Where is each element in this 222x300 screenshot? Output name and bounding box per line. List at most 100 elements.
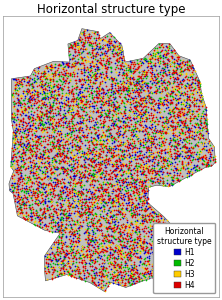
Point [166,248,170,253]
Point [155,106,158,111]
Point [189,165,192,170]
Point [134,103,138,107]
Point [102,236,105,240]
Point [36,155,40,160]
Point [187,153,191,158]
Point [113,263,116,268]
Point [65,68,68,72]
Point [67,88,70,93]
Point [80,125,84,130]
Point [82,88,86,93]
Point [89,164,93,169]
Point [62,72,66,77]
Point [167,171,170,176]
Point [183,106,186,111]
Point [101,271,104,276]
Point [143,98,147,103]
Point [82,133,86,138]
Point [115,274,119,279]
Point [109,150,113,154]
Point [133,145,137,149]
Point [120,192,123,197]
Point [93,99,97,104]
Point [141,75,145,80]
Point [19,94,22,98]
Point [131,75,134,80]
Point [61,248,65,252]
Point [144,189,147,194]
Point [48,100,51,105]
Point [144,82,148,87]
Point [72,99,76,104]
Point [115,171,119,176]
Point [54,133,58,138]
Point [211,154,214,159]
Point [49,66,52,71]
Point [130,175,134,180]
Point [56,258,59,263]
Point [152,141,156,146]
Point [28,116,32,121]
Point [86,223,89,227]
Point [52,252,56,257]
Point [70,224,73,229]
Point [195,154,199,158]
Point [18,78,22,83]
Point [98,256,102,260]
Point [141,240,144,245]
Point [169,143,173,148]
Point [95,95,99,100]
Point [103,64,107,69]
Point [70,123,73,128]
Point [55,200,59,205]
Point [79,145,82,150]
Point [45,147,49,152]
Point [115,270,119,275]
Point [60,259,63,263]
Point [39,103,42,107]
Point [70,90,73,94]
Point [102,100,105,104]
Point [128,146,131,151]
Point [108,127,111,132]
Point [174,65,178,70]
Point [92,280,96,285]
Point [209,162,213,167]
Point [166,246,169,251]
Point [161,258,165,262]
Point [147,224,150,229]
Point [126,224,130,229]
Point [129,102,133,107]
Point [50,226,54,230]
Point [154,85,158,90]
Point [61,215,64,220]
Point [91,54,95,59]
Point [154,146,158,151]
Point [116,270,120,274]
Point [176,168,179,172]
Point [34,129,38,134]
Point [103,179,106,184]
Point [202,126,206,130]
Point [91,109,95,114]
Point [90,263,94,268]
Point [105,141,109,146]
Point [30,160,34,165]
Point [127,166,131,170]
Point [149,107,153,112]
Point [159,56,162,61]
Point [135,206,139,210]
Point [141,272,145,277]
Point [180,72,184,77]
Point [35,89,39,94]
Point [101,90,105,95]
Point [181,163,184,168]
Point [130,88,134,93]
Point [140,72,144,77]
Point [107,226,111,231]
Point [65,155,69,160]
Point [49,204,53,208]
Point [170,267,173,272]
Point [149,213,152,218]
Point [78,114,82,119]
